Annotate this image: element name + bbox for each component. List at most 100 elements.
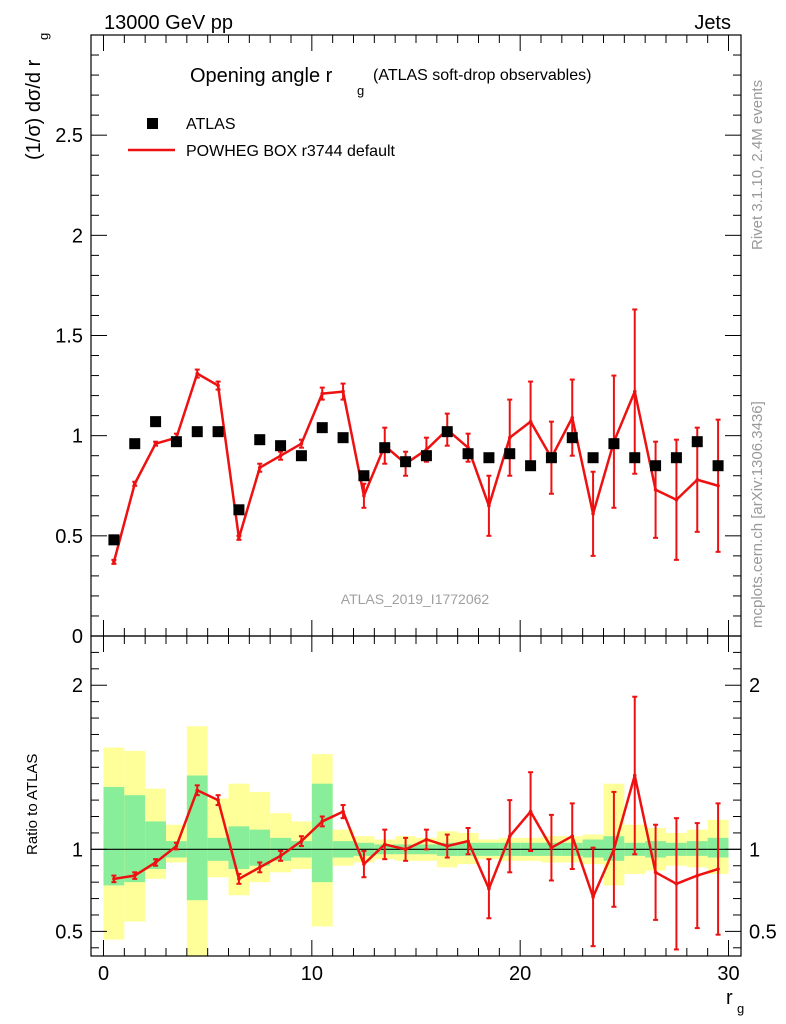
data-point: [670, 452, 682, 464]
mc-point: [195, 371, 200, 376]
band-inner-bin: [124, 795, 146, 883]
legend-data-label: ATLAS: [186, 116, 236, 133]
mc-point: [237, 536, 241, 540]
ratio-mc-point: [320, 819, 325, 824]
mc-point: [528, 419, 533, 424]
data-point: [462, 448, 474, 460]
main-y-tick-label: 1: [72, 426, 83, 448]
mc-point: [653, 487, 658, 492]
ratio-y-tick-label-right: 2: [749, 675, 760, 697]
data-point: [608, 438, 620, 450]
legend: ATLAS POWHEG BOX r3744 default: [128, 116, 396, 160]
data-point: [191, 426, 203, 438]
mc-line: [112, 372, 719, 563]
header-left: 13000 GeV pp: [104, 12, 233, 34]
ratio-mc-point: [403, 847, 408, 852]
main-y-tick-label: 2: [72, 225, 83, 247]
x-tick-label: 0: [98, 963, 109, 985]
legend-mc-label: POWHEG BOX r3744 default: [186, 143, 396, 160]
ratio-mc-point: [362, 862, 366, 866]
data-point: [316, 422, 328, 434]
data-point: [441, 426, 453, 438]
mc-point: [216, 383, 220, 388]
xlabel-sub: g: [737, 1001, 744, 1016]
xlabel: r g: [726, 987, 744, 1016]
mc-point: [299, 441, 304, 446]
data-point: [233, 504, 245, 516]
band-inner-bin: [249, 829, 271, 866]
data-point: [379, 442, 391, 454]
main-y-tick-label: 0: [72, 626, 83, 648]
mc-point: [695, 477, 700, 482]
x-tick-label: 30: [717, 963, 739, 985]
data-point: [337, 432, 349, 444]
ratio-y-tick-label: 0.5: [55, 921, 83, 943]
header-right: Jets: [694, 12, 731, 34]
main-y-tick-label: 1.5: [55, 326, 83, 348]
title-main: Opening angle r: [190, 65, 333, 87]
mcplots-text: mcplots.cern.ch [arXiv:1306.3436]: [749, 401, 766, 628]
mc-point: [674, 497, 679, 502]
ratio-mc-point: [632, 773, 637, 778]
ratio-mc-point: [466, 839, 470, 843]
mc-point: [362, 493, 366, 498]
ratio-mc-point: [528, 809, 533, 814]
ratio-mc-point: [424, 837, 429, 842]
ratio-mc-line: [113, 774, 719, 899]
ratio-mc-point: [153, 860, 158, 865]
mc-point: [716, 483, 720, 488]
ratio-mc-point: [549, 845, 554, 850]
ratio-mc-point: [695, 873, 700, 878]
ratio-mc-point: [299, 839, 304, 843]
xlabel-text: r: [726, 987, 733, 1009]
mc-point: [341, 389, 345, 394]
data-point: [254, 434, 266, 446]
ylabel-ratio: Ratio to ATLAS: [24, 754, 41, 855]
main-mc-series: [111, 308, 721, 565]
main-y-tick-label: 0.5: [55, 526, 83, 548]
ratio-mc-point: [716, 867, 720, 871]
title-note: (ATLAS soft-drop observables): [373, 67, 591, 84]
chart-title: Opening angle r g (ATLAS soft-drop obser…: [190, 65, 591, 98]
data-point: [295, 450, 307, 462]
data-point: [400, 456, 412, 468]
ratio-mc-point: [487, 886, 491, 891]
data-point: [650, 460, 662, 472]
ratio-mc-point: [257, 865, 262, 870]
data-point: [691, 436, 703, 448]
data-point: [212, 426, 224, 438]
x-tick-label: 10: [301, 963, 323, 985]
mc-point: [632, 389, 637, 394]
data-point: [275, 440, 287, 452]
ylabel-main-text: (1/σ) dσ/d r: [23, 59, 45, 160]
ratio-mc-point: [341, 809, 345, 814]
data-point: [587, 452, 599, 464]
rivet-text: Rivet 3.1.10, 2.4M events: [749, 80, 766, 250]
analysis-watermark: ATLAS_2019_I1772062: [341, 591, 490, 607]
data-point: [545, 452, 557, 464]
x-tick-label: 20: [509, 963, 531, 985]
mc-point: [487, 503, 491, 508]
ratio-y-tick-label-right: 1: [749, 839, 760, 861]
ratio-y-tick-label: 1: [72, 839, 83, 861]
ratio-mc-point: [112, 877, 116, 881]
mc-point: [507, 435, 512, 440]
data-point: [525, 460, 537, 472]
ratio-mc-point: [653, 870, 658, 875]
mc-point: [278, 453, 283, 458]
main-data-series: [108, 416, 724, 546]
data-point: [170, 436, 182, 448]
axes: 0 10 20 30 0 0.5 1 1.5 2 2.5 0.5 0.5 1 1 2 2: [55, 34, 777, 985]
ratio-mc-point: [612, 847, 616, 852]
band-inner-bin: [311, 783, 333, 883]
data-point: [358, 470, 370, 482]
mc-point: [257, 465, 262, 470]
data-point: [108, 534, 120, 546]
ratio-y-tick-label-right: 0.5: [749, 921, 777, 943]
mc-point: [132, 481, 137, 486]
data-point: [566, 432, 578, 444]
ratio-mc-point: [591, 895, 595, 899]
ratio-mc-point: [237, 877, 241, 881]
ratio-mc-point: [445, 844, 450, 848]
